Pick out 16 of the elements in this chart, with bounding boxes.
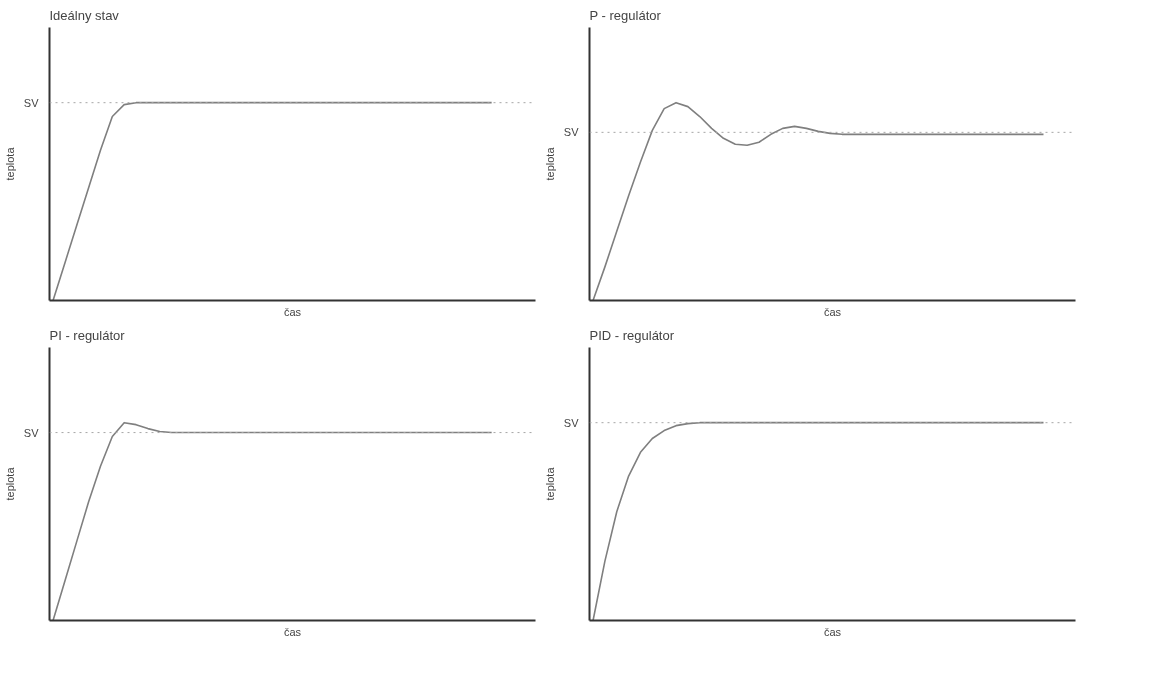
y-axis-title: teplota [3, 146, 16, 181]
x-axis-title: čas [823, 625, 842, 638]
x-axis-title: čas [283, 305, 302, 318]
y-axis-title: teplota [3, 466, 16, 501]
ref-line-label: SV [563, 126, 580, 139]
y-axis-title: teplota [543, 466, 556, 501]
x-axis-title: čas [283, 625, 302, 638]
ref-line-label: SV [563, 416, 580, 429]
chart-title: PI - regulátor [49, 327, 126, 343]
chart-title: P - regulátor [589, 7, 662, 23]
ref-line-label: SV [23, 426, 40, 439]
x-axis-title: čas [823, 305, 842, 318]
ref-line-label: SV [23, 96, 40, 109]
chart-title: PID - regulátor [589, 327, 675, 343]
chart-title: Ideálny stav [49, 7, 120, 23]
y-axis-title: teplota [543, 146, 556, 181]
